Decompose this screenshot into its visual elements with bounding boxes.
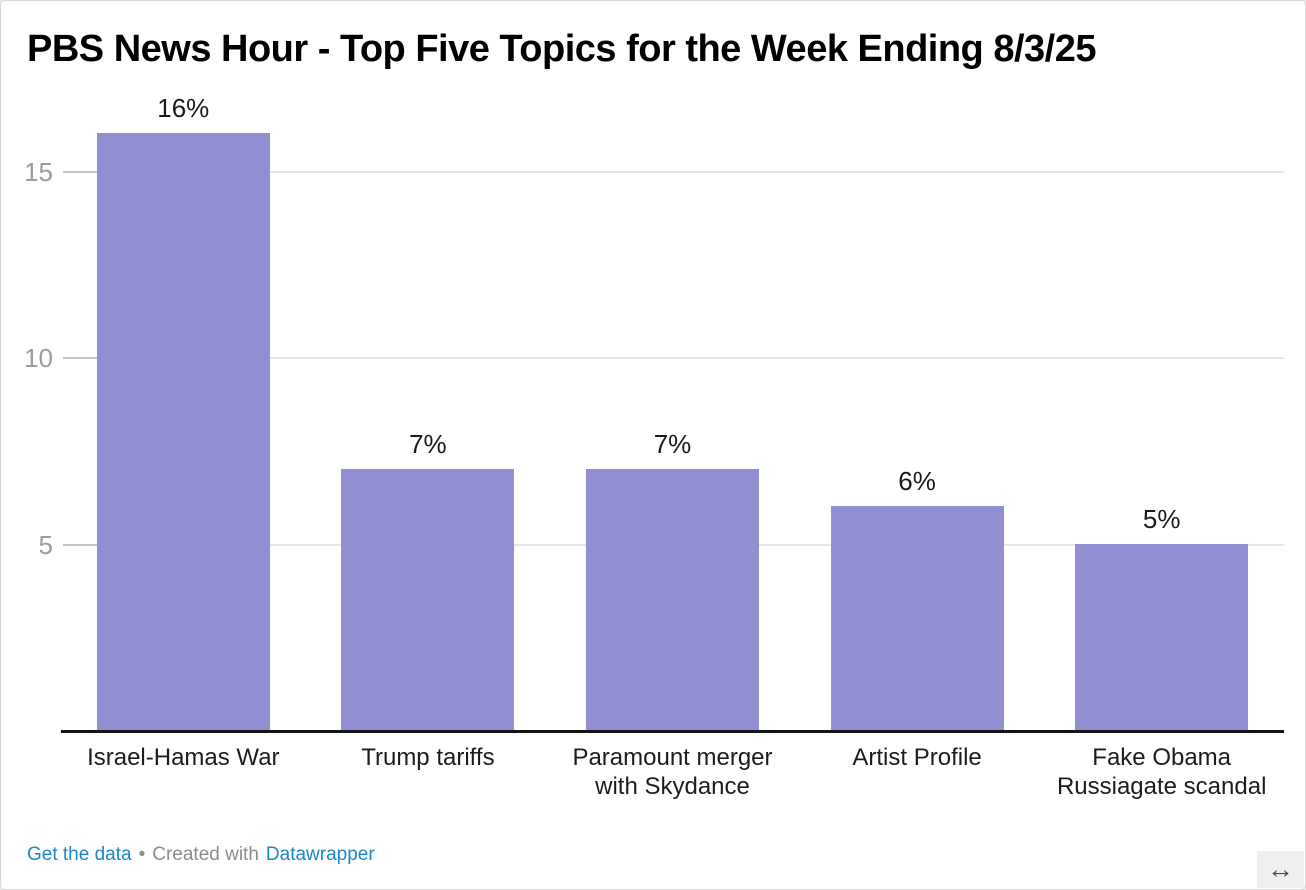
y-axis-tick-label-15: 15 bbox=[24, 156, 53, 187]
footer: Get the data • Created with Datawrapper bbox=[27, 844, 375, 866]
bars-layer: 16% 7% 7% 6% 5% bbox=[61, 90, 1284, 730]
x-axis-line bbox=[61, 730, 1284, 733]
category-label: Israel-Hamas War bbox=[87, 744, 280, 771]
chart-title: PBS News Hour - Top Five Topics for the … bbox=[27, 28, 1096, 70]
bar-value-label: 5% bbox=[1142, 503, 1181, 534]
category-label: Fake Obama Russiagate scandal bbox=[1056, 744, 1267, 800]
y-axis-tick-label-5: 5 bbox=[38, 529, 53, 560]
bar-slot: 5% bbox=[1039, 90, 1284, 730]
bar-value-label: 7% bbox=[653, 428, 692, 459]
y-axis-tick-label-10: 10 bbox=[24, 343, 53, 373]
y-axis-tick-5 bbox=[63, 543, 97, 546]
bar bbox=[830, 506, 1004, 730]
gridline-10 bbox=[63, 357, 1284, 359]
bar bbox=[585, 468, 759, 730]
bar bbox=[341, 468, 515, 730]
bar bbox=[1075, 543, 1249, 730]
datawrapper-link[interactable]: Datawrapper bbox=[265, 844, 375, 865]
bar-slot: 6% bbox=[795, 90, 1040, 730]
y-axis-tick-10 bbox=[63, 357, 97, 359]
get-the-data-link[interactable]: Get the data bbox=[27, 844, 132, 865]
plot-area: 16% 7% 7% 6% 5% bbox=[61, 90, 1284, 733]
bar-value-label: 16% bbox=[157, 93, 210, 124]
category-label: Paramount merger with Skydance bbox=[572, 744, 773, 800]
bar bbox=[96, 133, 270, 730]
horizontal-resize-icon: ↔ bbox=[1267, 854, 1294, 884]
y-axis-tick-15 bbox=[63, 170, 97, 173]
resize-button[interactable]: ↔ bbox=[1257, 851, 1304, 888]
x-axis-category-labels: Israel-Hamas War Trump tariffs Paramount m… bbox=[61, 743, 1284, 801]
bar-value-label: 6% bbox=[898, 466, 936, 497]
bar-slot: 16% bbox=[61, 90, 306, 730]
bar-slot: 7% bbox=[306, 90, 551, 730]
footer-separator: • bbox=[138, 844, 146, 865]
footer-created-with-text: Created with bbox=[152, 844, 259, 865]
category-label: Trump tariffs bbox=[361, 744, 495, 771]
gridline-15 bbox=[63, 170, 1284, 173]
bar-value-label: 7% bbox=[409, 428, 447, 459]
bar-slot: 7% bbox=[550, 90, 795, 730]
category-label: Artist Profile bbox=[852, 744, 982, 771]
